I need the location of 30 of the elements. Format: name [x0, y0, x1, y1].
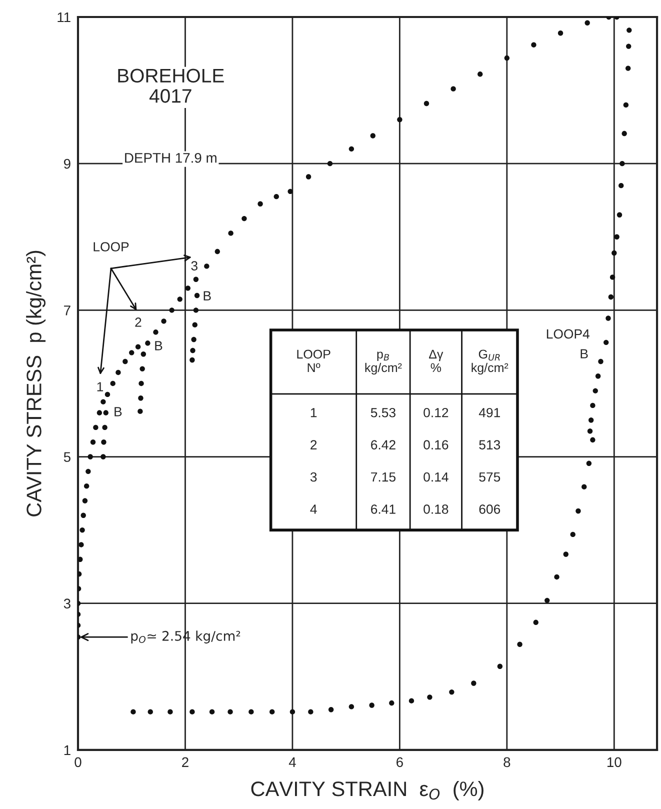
x-tick-label: 4	[288, 757, 296, 767]
y-tick-label: 9	[64, 158, 70, 169]
text: BOREHOLE 4017	[118, 68, 224, 103]
text: 4 6.41 0.18 606	[310, 504, 500, 514]
text: 2 6.42 0.16 513	[310, 440, 500, 450]
text: 3 7.15 0.14 575	[310, 472, 500, 482]
x-tick-label: 10	[607, 757, 622, 768]
annotation: B	[580, 349, 588, 358]
annotation: LOOP4	[546, 329, 590, 339]
annotation: B	[114, 407, 122, 416]
x-tick-label: 6	[396, 757, 403, 768]
x-tick-label: 2	[182, 757, 188, 767]
annotation: B	[204, 291, 211, 300]
annotation: 2	[135, 318, 142, 327]
y-tick-label: 11	[58, 12, 70, 22]
y-tick-label: 1	[64, 745, 70, 755]
text: DEPTH 17.9 m	[125, 152, 216, 163]
x-tick-label: 8	[504, 757, 510, 768]
annotation: 3	[191, 261, 198, 270]
y-axis-title: CAVITY STRESS p (kg/cm²)	[26, 250, 46, 516]
annotation: 1	[97, 382, 104, 392]
y-tick-label: 7	[64, 306, 70, 316]
text: 1 5.53 0.12 491	[310, 408, 500, 418]
y-tick-label: 5	[64, 452, 70, 462]
x-axis-title: CAVITY STRAIN ε$_{O}$ (%)	[251, 780, 484, 800]
y-tick-label: 3	[64, 598, 70, 609]
text: LOOP Nº p$_{B}$ kg/cm² Δγ % G$_{UR}$ kg/cm²	[297, 350, 508, 375]
x-tick-label: 0	[74, 757, 82, 768]
annotation: LOOP	[94, 242, 129, 252]
annotation: B	[155, 341, 162, 350]
